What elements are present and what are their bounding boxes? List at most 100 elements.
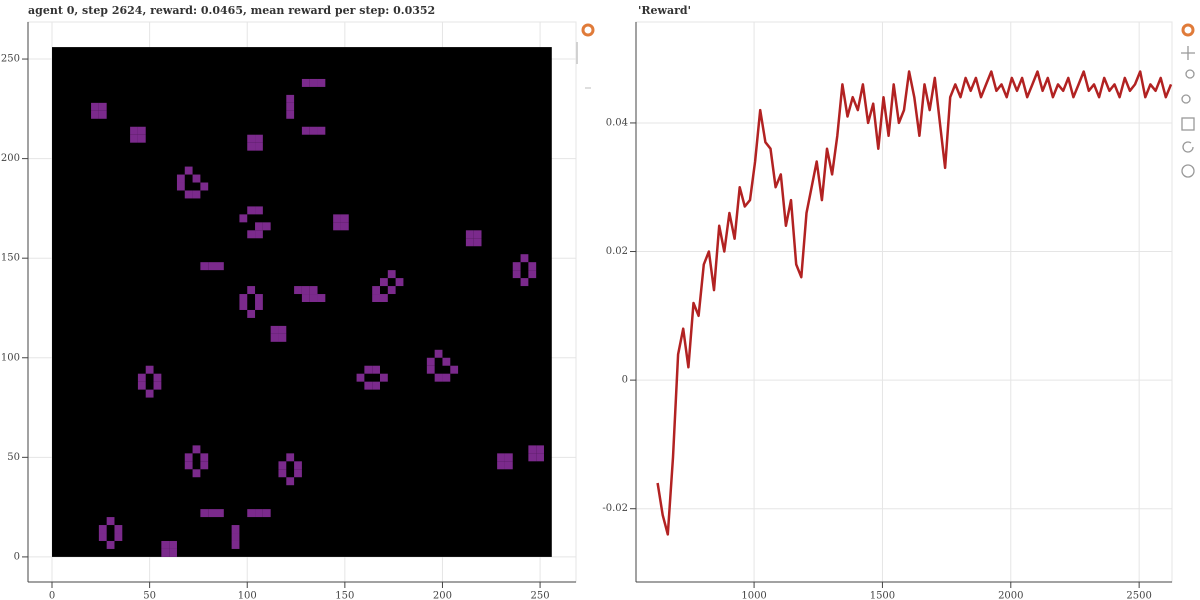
x-tick-label: 1500 xyxy=(870,591,895,600)
y-tick-label: 250 xyxy=(1,54,20,65)
cell xyxy=(200,509,209,518)
cell xyxy=(247,230,256,239)
cell xyxy=(137,373,146,382)
cell xyxy=(278,325,287,334)
cell xyxy=(286,110,295,119)
cell xyxy=(387,270,396,279)
cell xyxy=(184,453,193,462)
cell xyxy=(161,540,170,549)
line xyxy=(656,70,1173,536)
cell xyxy=(137,134,146,143)
logo[interactable] xyxy=(1181,23,1195,37)
cell xyxy=(294,286,302,295)
cell xyxy=(91,110,99,119)
logo[interactable] xyxy=(581,23,595,37)
y-tick-label: 0.02 xyxy=(606,246,628,257)
y-tick-label: -0.02 xyxy=(602,503,628,514)
cell xyxy=(184,190,193,199)
x-tick-label: 250 xyxy=(531,591,550,600)
cell xyxy=(262,222,271,231)
cell xyxy=(450,365,459,374)
cell xyxy=(442,373,451,382)
y-tick-label: 200 xyxy=(1,153,20,164)
save-tool[interactable] xyxy=(1181,117,1195,131)
cell xyxy=(98,525,107,534)
cell xyxy=(231,540,240,549)
cell xyxy=(114,525,123,534)
cell xyxy=(465,230,474,239)
cell xyxy=(239,214,248,223)
cell xyxy=(497,461,505,470)
help-tool[interactable] xyxy=(1181,164,1195,178)
cell xyxy=(372,286,380,295)
cell xyxy=(340,222,349,231)
toolbar xyxy=(576,23,1195,178)
cell xyxy=(372,365,380,374)
x-tick-label: 2500 xyxy=(1126,591,1151,600)
cell xyxy=(301,294,310,302)
cell xyxy=(176,182,185,191)
cell xyxy=(387,286,396,295)
cell xyxy=(379,294,388,302)
cell xyxy=(106,517,115,526)
cell xyxy=(364,365,373,374)
chart-title: 'Reward' xyxy=(638,4,691,17)
cell xyxy=(301,286,310,295)
cell xyxy=(137,126,146,135)
y-tick-label: 0 xyxy=(14,551,20,562)
x-tick-label: 150 xyxy=(335,591,354,600)
cell xyxy=(286,477,295,486)
cell xyxy=(426,365,435,374)
cell xyxy=(247,509,256,518)
cell xyxy=(106,540,115,549)
cell xyxy=(255,509,263,518)
x-tick-label: 1000 xyxy=(741,591,766,600)
cell xyxy=(184,166,193,175)
cell xyxy=(317,126,326,135)
reset-tool[interactable] xyxy=(1182,141,1194,153)
cell xyxy=(528,445,537,454)
cell xyxy=(356,373,365,382)
cell xyxy=(192,190,201,199)
cell xyxy=(270,325,279,334)
cell xyxy=(317,78,326,87)
cell xyxy=(372,294,380,302)
cell xyxy=(294,469,302,478)
cell xyxy=(286,453,295,462)
pan-tool[interactable] xyxy=(1181,46,1195,60)
cell xyxy=(497,453,505,462)
cell xyxy=(200,182,209,191)
cell xyxy=(255,294,263,302)
cell xyxy=(216,262,224,271)
cell xyxy=(192,445,201,454)
cell xyxy=(278,333,287,342)
cell xyxy=(317,294,326,302)
cell xyxy=(208,262,217,271)
cell xyxy=(333,214,341,223)
cell xyxy=(98,102,107,111)
cell xyxy=(161,548,170,557)
y-tick-label: 0.04 xyxy=(606,117,628,128)
wheel-zoom-tool[interactable] xyxy=(1181,94,1191,104)
cell xyxy=(255,230,263,239)
cell xyxy=(231,533,240,541)
cell xyxy=(528,453,537,462)
cell xyxy=(153,373,162,382)
cell xyxy=(333,222,341,231)
cell xyxy=(520,278,529,287)
cell xyxy=(247,142,256,151)
cell xyxy=(239,302,248,310)
cell xyxy=(145,365,154,374)
cell xyxy=(286,94,295,103)
cell xyxy=(208,509,217,518)
cell xyxy=(114,533,123,541)
cell xyxy=(379,278,388,287)
cell xyxy=(442,357,451,366)
cell xyxy=(137,381,146,390)
cell xyxy=(278,461,287,470)
cell xyxy=(216,509,224,518)
cell xyxy=(278,469,287,478)
zoom-tool[interactable] xyxy=(1185,69,1195,79)
cell xyxy=(520,254,529,263)
y-tick-label: 150 xyxy=(1,253,20,264)
